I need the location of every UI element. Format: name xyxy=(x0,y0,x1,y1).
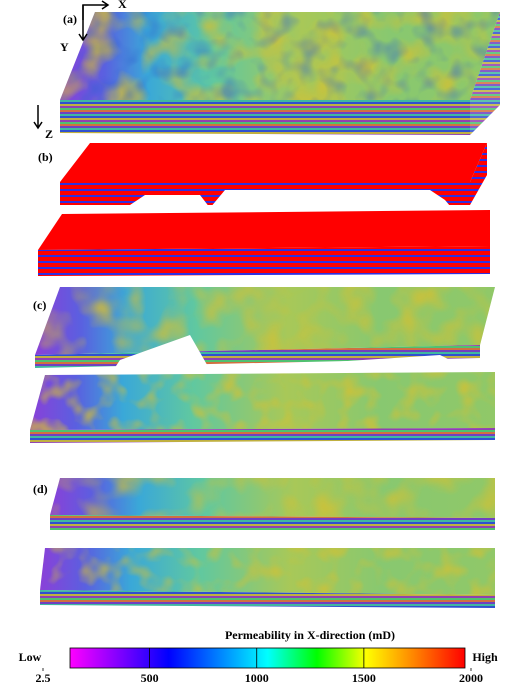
axis-x-label: X xyxy=(118,0,127,11)
tick-label: 1500 xyxy=(352,671,376,685)
slab-d xyxy=(40,478,495,608)
colorbar-high: High xyxy=(472,650,498,664)
slab-a xyxy=(60,12,500,135)
axis-y-label: Y xyxy=(60,40,69,54)
panel-label: (a) xyxy=(63,12,77,26)
axis-arrows xyxy=(33,0,110,130)
tick-label: 2000 xyxy=(459,671,483,685)
slab-b xyxy=(38,143,490,276)
colorbar-title: Permeability in X-direction (mD) xyxy=(225,628,395,642)
panel-label: (b) xyxy=(38,150,53,164)
tick-label: 500 xyxy=(141,671,159,685)
tick-label: 1000 xyxy=(245,671,269,685)
colorbar-ticks: 2.5 500 1000 1500 2000 xyxy=(36,648,483,685)
panel-label: (d) xyxy=(33,482,48,496)
panel-label: (c) xyxy=(33,298,46,312)
colorbar xyxy=(69,647,466,669)
axis-z-label: Z xyxy=(45,127,53,141)
tick-label: 2.5 xyxy=(36,671,51,685)
slab-c xyxy=(30,287,495,443)
colorbar-low: Low xyxy=(19,650,42,664)
